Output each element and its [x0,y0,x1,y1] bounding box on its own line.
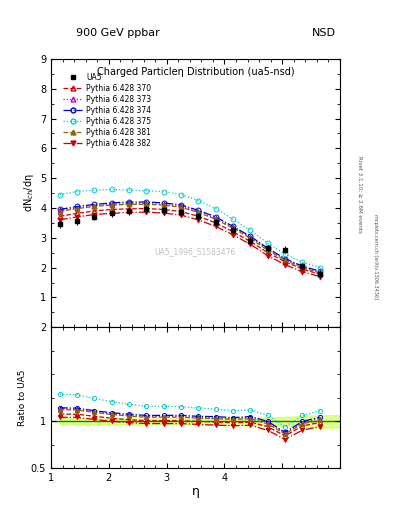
X-axis label: η: η [191,485,200,498]
Text: Rivet 3.1.10; ≥ 2.6M events: Rivet 3.1.10; ≥ 2.6M events [357,156,362,233]
Y-axis label: dN$_{ch}$/dη: dN$_{ch}$/dη [22,174,36,212]
Text: Charged Particleη Distribution (ua5-nsd): Charged Particleη Distribution (ua5-nsd) [97,67,294,77]
Text: NSD: NSD [312,28,336,38]
Text: UA5_1996_S1583476: UA5_1996_S1583476 [155,248,236,257]
Y-axis label: Ratio to UA5: Ratio to UA5 [18,370,27,426]
Text: 900 GeV ppbar: 900 GeV ppbar [76,28,160,38]
Text: mcplots.cern.ch [arXiv:1306.3436]: mcplots.cern.ch [arXiv:1306.3436] [373,214,378,298]
Legend: UA5, Pythia 6.428 370, Pythia 6.428 373, Pythia 6.428 374, Pythia 6.428 375, Pyt: UA5, Pythia 6.428 370, Pythia 6.428 373,… [61,71,153,150]
